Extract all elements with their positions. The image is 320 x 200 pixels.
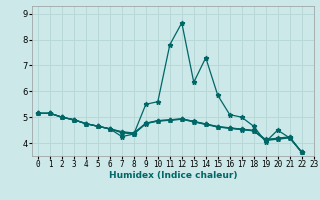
X-axis label: Humidex (Indice chaleur): Humidex (Indice chaleur) bbox=[108, 171, 237, 180]
